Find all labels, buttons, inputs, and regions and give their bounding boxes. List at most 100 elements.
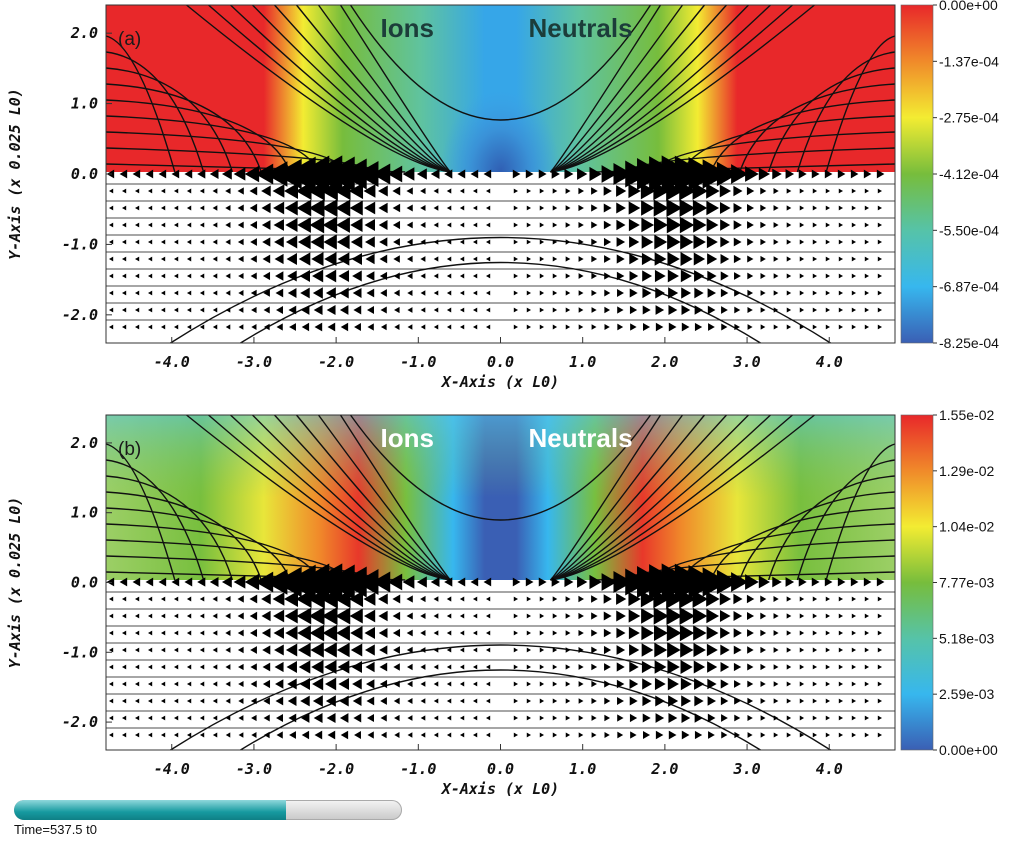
field-line bbox=[550, 4, 706, 173]
velocity-arrow bbox=[565, 256, 571, 262]
velocity-arrow bbox=[799, 715, 805, 721]
velocity-arrow bbox=[393, 238, 400, 246]
velocity-arrow bbox=[877, 256, 883, 262]
velocity-arrow bbox=[825, 222, 831, 228]
velocity-arrow bbox=[433, 596, 439, 602]
field-line bbox=[105, 51, 205, 173]
velocity-arrow bbox=[199, 273, 205, 279]
velocity-arrow bbox=[459, 256, 465, 262]
velocity-arrow bbox=[760, 612, 767, 620]
velocity-arrow bbox=[539, 256, 545, 262]
velocity-arrow bbox=[851, 698, 857, 704]
velocity-arrow bbox=[171, 577, 180, 587]
velocity-arrow bbox=[653, 216, 669, 234]
velocity-arrow bbox=[864, 715, 870, 721]
velocity-arrow bbox=[513, 715, 519, 721]
velocity-arrow bbox=[799, 630, 805, 636]
velocity-arrow bbox=[121, 596, 127, 602]
velocity-arrow bbox=[838, 307, 844, 313]
velocity-arrow bbox=[199, 664, 205, 670]
velocity-arrow bbox=[288, 713, 297, 723]
velocity-arrow bbox=[108, 222, 114, 228]
velocity-arrow bbox=[446, 290, 452, 296]
velocity-arrow bbox=[186, 715, 192, 721]
velocity-arrow bbox=[420, 256, 426, 262]
velocity-arrow bbox=[380, 323, 387, 331]
velocity-arrow bbox=[433, 324, 439, 330]
velocity-arrow bbox=[212, 715, 218, 721]
velocity-arrow bbox=[864, 222, 870, 228]
panel-a: -4.0 -3.0 -2.0 -1.0 0.0 1.0 2.0 3.0 4.0 2.0 1.0 0.0… bbox=[6, 0, 999, 391]
velocity-arrow bbox=[655, 730, 664, 740]
velocity-arrow bbox=[324, 156, 355, 192]
velocity-arrow bbox=[420, 307, 426, 313]
velocity-arrow bbox=[512, 169, 521, 179]
velocity-arrow bbox=[321, 198, 338, 218]
y-tick-label: -1.0 bbox=[62, 643, 98, 661]
velocity-arrow bbox=[312, 269, 324, 283]
velocity-arrow bbox=[642, 695, 652, 707]
velocity-arrow bbox=[668, 287, 679, 299]
velocity-arrow bbox=[459, 188, 465, 194]
velocity-arrow bbox=[407, 680, 413, 688]
velocity-arrow bbox=[288, 305, 297, 315]
velocity-arrow bbox=[459, 273, 465, 279]
velocity-arrow bbox=[773, 256, 779, 262]
velocity-arrow bbox=[199, 732, 205, 738]
velocity-arrow bbox=[320, 181, 338, 201]
time-progress-bar[interactable] bbox=[14, 800, 402, 820]
velocity-arrow bbox=[616, 254, 625, 264]
velocity-arrow bbox=[173, 273, 179, 279]
velocity-arrow bbox=[513, 205, 519, 211]
velocity-arrow bbox=[616, 627, 626, 639]
velocity-arrow bbox=[371, 163, 391, 185]
velocity-arrow bbox=[616, 662, 625, 672]
velocity-arrow bbox=[680, 269, 692, 283]
field-line bbox=[251, 4, 451, 173]
velocity-arrow bbox=[812, 647, 818, 653]
velocity-arrow bbox=[199, 698, 205, 704]
velocity-arrow bbox=[786, 273, 792, 279]
velocity-arrow bbox=[617, 323, 624, 331]
velocity-arrow bbox=[160, 290, 166, 296]
velocity-arrow bbox=[444, 169, 453, 179]
velocity-arrow bbox=[338, 269, 350, 283]
velocity-arrow bbox=[812, 630, 818, 636]
velocity-arrow bbox=[485, 273, 491, 279]
velocity-arrow bbox=[108, 732, 114, 738]
annotation-ions: Ions bbox=[381, 423, 434, 453]
time-label: Time=537.5 t0 bbox=[14, 822, 97, 837]
annotation-neutrals: Neutrals bbox=[529, 423, 633, 453]
velocity-arrow bbox=[173, 698, 179, 704]
velocity-arrow bbox=[668, 322, 677, 332]
velocity-arrow bbox=[720, 644, 730, 656]
velocity-arrow bbox=[734, 731, 740, 739]
velocity-arrow bbox=[604, 663, 611, 671]
field-line bbox=[550, 414, 815, 581]
colorbar bbox=[900, 414, 934, 751]
velocity-arrow bbox=[679, 199, 696, 217]
velocity-arrow bbox=[863, 577, 872, 587]
velocity-arrow bbox=[297, 625, 311, 641]
velocity-arrow bbox=[286, 661, 297, 673]
y-axis-title: Y-Axis (x 0.025 L0) bbox=[6, 497, 24, 669]
x-tick-label: -2.0 bbox=[318, 760, 354, 778]
field-line bbox=[317, 4, 451, 173]
velocity-arrow bbox=[864, 256, 870, 262]
velocity-arrow bbox=[459, 664, 465, 670]
velocity-arrow bbox=[877, 732, 883, 738]
velocity-arrow bbox=[666, 589, 684, 609]
velocity-arrow bbox=[322, 624, 338, 642]
velocity-arrow bbox=[733, 203, 743, 213]
velocity-arrow bbox=[760, 715, 766, 721]
velocity-arrow bbox=[681, 730, 690, 740]
velocity-arrow bbox=[485, 630, 491, 636]
velocity-arrow bbox=[760, 290, 766, 296]
field-line bbox=[549, 4, 662, 173]
velocity-arrow bbox=[838, 273, 844, 279]
velocity-arrow bbox=[693, 217, 707, 233]
velocity-arrow bbox=[786, 664, 792, 670]
velocity-arrow bbox=[284, 183, 298, 199]
colorbar-tick-label: -4.12e-04 bbox=[939, 166, 999, 182]
velocity-arrow bbox=[706, 200, 720, 216]
